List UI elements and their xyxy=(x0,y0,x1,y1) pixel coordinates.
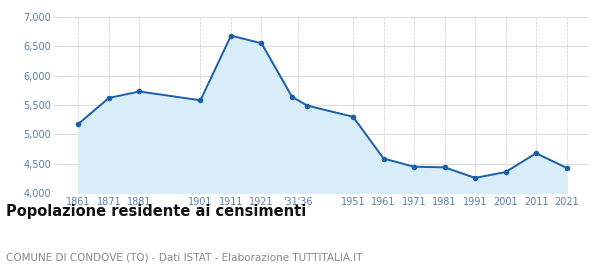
Point xyxy=(562,166,571,170)
Point xyxy=(470,176,480,180)
Point xyxy=(302,103,312,108)
Point xyxy=(532,151,541,155)
Point xyxy=(104,96,114,100)
Text: Popolazione residente ai censimenti: Popolazione residente ai censimenti xyxy=(6,204,306,220)
Point xyxy=(134,89,144,94)
Point xyxy=(409,165,419,169)
Text: COMUNE DI CONDOVE (TO) - Dati ISTAT - Elaborazione TUTTITALIA.IT: COMUNE DI CONDOVE (TO) - Dati ISTAT - El… xyxy=(6,252,362,262)
Point xyxy=(226,33,236,38)
Point xyxy=(74,122,83,126)
Point xyxy=(501,170,511,174)
Point xyxy=(196,98,205,102)
Point xyxy=(440,165,449,170)
Point xyxy=(287,95,297,99)
Point xyxy=(257,41,266,46)
Point xyxy=(348,115,358,119)
Point xyxy=(379,156,388,161)
